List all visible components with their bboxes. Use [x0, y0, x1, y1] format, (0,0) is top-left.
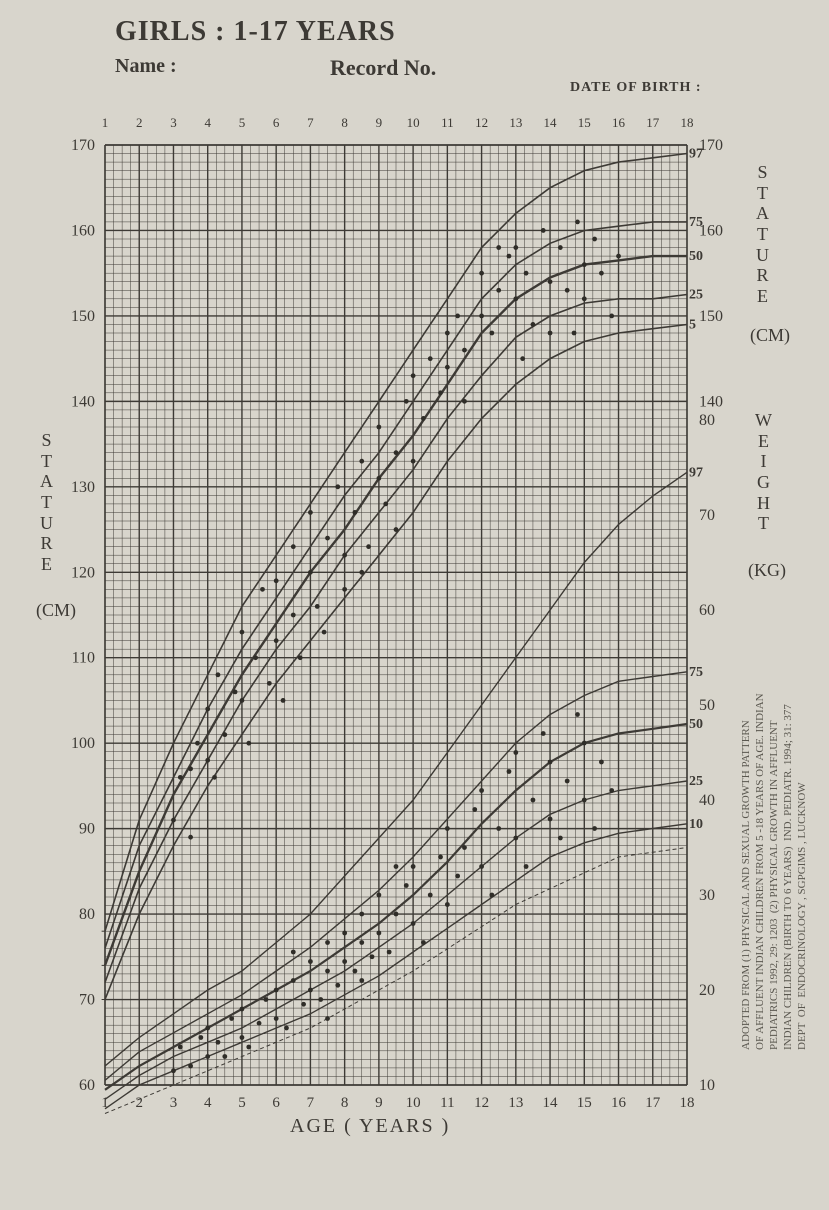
svg-text:170: 170 — [71, 137, 95, 154]
svg-text:40: 40 — [699, 792, 715, 809]
svg-text:100: 100 — [71, 735, 95, 752]
svg-text:17: 17 — [646, 115, 660, 130]
svg-text:15: 15 — [578, 115, 591, 130]
svg-text:2: 2 — [136, 115, 143, 130]
svg-text:12: 12 — [475, 115, 488, 130]
svg-text:140: 140 — [71, 393, 95, 410]
svg-text:18: 18 — [680, 1095, 695, 1111]
svg-text:97: 97 — [689, 147, 703, 162]
svg-text:70: 70 — [79, 992, 95, 1009]
svg-text:1: 1 — [102, 115, 109, 130]
svg-text:90: 90 — [79, 821, 95, 838]
growth-chart-page: { "header":{ "title":"GIRLS : 1-17 YEARS… — [0, 0, 829, 1210]
growth-chart-grid: 1122334455667788991010111112121313141415… — [0, 0, 829, 1210]
svg-text:75: 75 — [689, 215, 703, 230]
svg-text:10: 10 — [689, 817, 703, 832]
svg-text:20: 20 — [699, 982, 715, 999]
svg-text:60: 60 — [79, 1077, 95, 1094]
svg-text:4: 4 — [204, 115, 211, 130]
svg-text:110: 110 — [72, 650, 95, 667]
svg-text:150: 150 — [699, 308, 723, 325]
svg-text:10: 10 — [406, 1095, 421, 1111]
svg-text:12: 12 — [474, 1095, 489, 1111]
svg-text:11: 11 — [441, 115, 454, 130]
svg-text:30: 30 — [699, 887, 715, 904]
svg-text:18: 18 — [681, 115, 694, 130]
svg-text:80: 80 — [699, 412, 715, 429]
svg-text:11: 11 — [440, 1095, 454, 1111]
svg-text:17: 17 — [645, 1095, 661, 1111]
svg-text:25: 25 — [689, 288, 703, 303]
svg-text:8: 8 — [341, 115, 348, 130]
svg-text:97: 97 — [689, 465, 703, 480]
svg-text:9: 9 — [376, 115, 383, 130]
svg-text:160: 160 — [71, 222, 95, 239]
svg-text:5: 5 — [239, 115, 246, 130]
svg-text:16: 16 — [611, 1095, 627, 1111]
svg-text:7: 7 — [307, 115, 314, 130]
svg-text:14: 14 — [543, 1095, 559, 1111]
svg-text:13: 13 — [509, 115, 522, 130]
svg-text:6: 6 — [273, 115, 280, 130]
svg-text:5: 5 — [689, 317, 696, 332]
svg-text:6: 6 — [272, 1095, 280, 1111]
svg-text:140: 140 — [699, 393, 723, 410]
svg-text:150: 150 — [71, 308, 95, 325]
svg-text:13: 13 — [508, 1095, 523, 1111]
svg-text:10: 10 — [407, 115, 420, 130]
svg-text:10: 10 — [699, 1077, 715, 1094]
svg-text:25: 25 — [689, 774, 703, 789]
svg-text:3: 3 — [170, 1095, 178, 1111]
svg-text:50: 50 — [689, 717, 703, 732]
svg-text:75: 75 — [689, 665, 703, 680]
svg-text:9: 9 — [375, 1095, 383, 1111]
svg-text:80: 80 — [79, 906, 95, 923]
svg-text:16: 16 — [612, 115, 626, 130]
svg-text:3: 3 — [170, 115, 177, 130]
svg-text:7: 7 — [307, 1095, 315, 1111]
svg-text:2: 2 — [135, 1095, 143, 1111]
svg-text:5: 5 — [238, 1095, 246, 1111]
svg-text:15: 15 — [577, 1095, 592, 1111]
svg-text:60: 60 — [699, 602, 715, 619]
svg-text:70: 70 — [699, 507, 715, 524]
svg-text:14: 14 — [544, 115, 558, 130]
svg-text:130: 130 — [71, 479, 95, 496]
svg-text:120: 120 — [71, 564, 95, 581]
svg-text:4: 4 — [204, 1095, 212, 1111]
svg-text:8: 8 — [341, 1095, 349, 1111]
svg-text:50: 50 — [699, 697, 715, 714]
svg-text:50: 50 — [689, 249, 703, 264]
